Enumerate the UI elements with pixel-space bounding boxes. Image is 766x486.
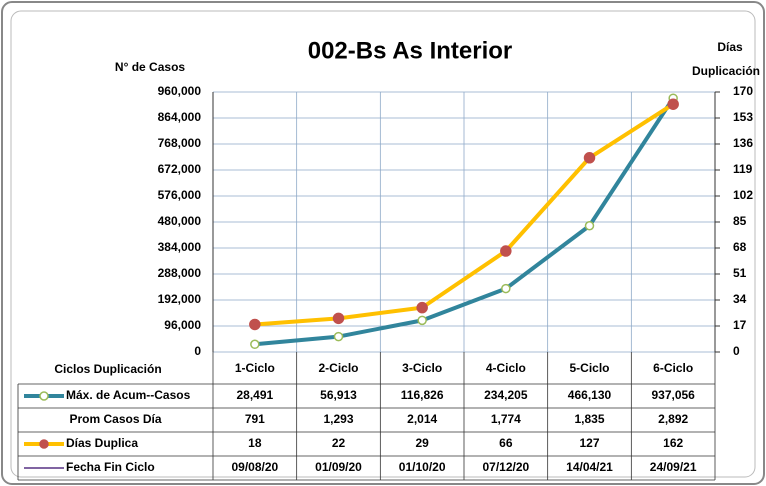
y2-tick-label: 102 bbox=[733, 188, 753, 202]
table-cell: 07/12/20 bbox=[482, 460, 529, 474]
inner-frame bbox=[10, 10, 756, 478]
legend-label: Días Duplica bbox=[66, 436, 138, 450]
y2-tick-label: 34 bbox=[733, 292, 747, 306]
table-cell: 2,892 bbox=[658, 412, 688, 426]
y2-tick-label: 68 bbox=[733, 240, 747, 254]
point bbox=[416, 301, 428, 314]
x-tick-label: 5-Ciclo bbox=[569, 361, 609, 375]
y-axis-title: N° de Casos bbox=[115, 60, 185, 74]
table-cell: 466,130 bbox=[568, 388, 612, 402]
table-cell: 162 bbox=[663, 436, 683, 450]
y-tick-label: 384,000 bbox=[158, 240, 202, 254]
table-cell: 01/10/20 bbox=[399, 460, 446, 474]
table-cell: 1,774 bbox=[491, 412, 521, 426]
point bbox=[333, 331, 344, 342]
legend-key bbox=[39, 439, 49, 449]
table-cell: 28,491 bbox=[236, 388, 273, 402]
table-cell: 24/09/21 bbox=[650, 460, 697, 474]
x-tick-label: 3-Ciclo bbox=[402, 361, 442, 375]
y2-tick-label: 153 bbox=[733, 110, 753, 124]
table-cell: 09/08/20 bbox=[231, 460, 278, 474]
table-cell: 18 bbox=[248, 436, 262, 450]
y-tick-label: 96,000 bbox=[164, 318, 201, 332]
y2-tick-label: 51 bbox=[733, 266, 747, 280]
legend-key bbox=[39, 391, 49, 401]
table-cell: 937,056 bbox=[651, 388, 695, 402]
y-tick-label: 768,000 bbox=[158, 136, 202, 150]
table-cell: 234,205 bbox=[484, 388, 528, 402]
y-tick-label: 0 bbox=[194, 344, 201, 358]
x-tick-label: 6-Ciclo bbox=[653, 361, 693, 375]
x-tick-label: 4-Ciclo bbox=[486, 361, 526, 375]
y-tick-label: 672,000 bbox=[158, 162, 202, 176]
table-cell: 1,293 bbox=[323, 412, 353, 426]
y-tick-label: 960,000 bbox=[158, 84, 202, 98]
y-tick-label: 192,000 bbox=[158, 292, 202, 306]
table-cell: 116,826 bbox=[401, 388, 444, 402]
series-line bbox=[254, 102, 675, 327]
y-tick-label: 864,000 bbox=[158, 110, 202, 124]
legend-label: Prom Casos Día bbox=[69, 412, 161, 426]
table-cell: 2,014 bbox=[407, 412, 437, 426]
point bbox=[249, 318, 261, 331]
point bbox=[332, 312, 345, 325]
point bbox=[501, 283, 511, 294]
y2-tick-label: 170 bbox=[733, 84, 753, 98]
series-line bbox=[254, 97, 675, 347]
table-cell: 1,835 bbox=[574, 412, 604, 426]
x-axis-title: Ciclos Duplicación bbox=[54, 362, 161, 376]
table-cell: 29 bbox=[415, 436, 429, 450]
legend-label: Máx. de Acum--Casos bbox=[66, 388, 191, 402]
y2-tick-label: 136 bbox=[733, 136, 753, 150]
x-tick-label: 1-Ciclo bbox=[235, 361, 275, 375]
table-cell: 14/04/21 bbox=[566, 460, 613, 474]
y-tick-label: 288,000 bbox=[158, 266, 202, 280]
table-cell: 56,913 bbox=[320, 388, 357, 402]
y-tick-label: 480,000 bbox=[158, 214, 202, 228]
y2-axis-title: Duplicación bbox=[692, 64, 760, 78]
legend-label: Fecha Fin Ciclo bbox=[66, 460, 155, 474]
chart-title: 002-Bs As Interior bbox=[308, 37, 513, 64]
table-cell: 01/09/20 bbox=[315, 460, 362, 474]
point bbox=[584, 221, 595, 231]
y2-tick-label: 17 bbox=[733, 318, 747, 332]
table-cell: 66 bbox=[499, 436, 513, 450]
y-tick-label: 576,000 bbox=[158, 188, 202, 202]
y2-tick-label: 119 bbox=[733, 162, 753, 176]
point bbox=[250, 339, 260, 350]
point bbox=[667, 98, 679, 110]
x-tick-label: 2-Ciclo bbox=[318, 361, 358, 375]
table-cell: 127 bbox=[579, 436, 599, 450]
y2-tick-label: 0 bbox=[733, 344, 740, 358]
y2-tick-label: 85 bbox=[733, 214, 747, 228]
point bbox=[417, 315, 427, 326]
table-cell: 22 bbox=[332, 436, 346, 450]
y2-axis-title: Días bbox=[717, 40, 743, 54]
point bbox=[500, 245, 512, 257]
table-cell: 791 bbox=[245, 412, 265, 426]
point bbox=[583, 152, 596, 164]
